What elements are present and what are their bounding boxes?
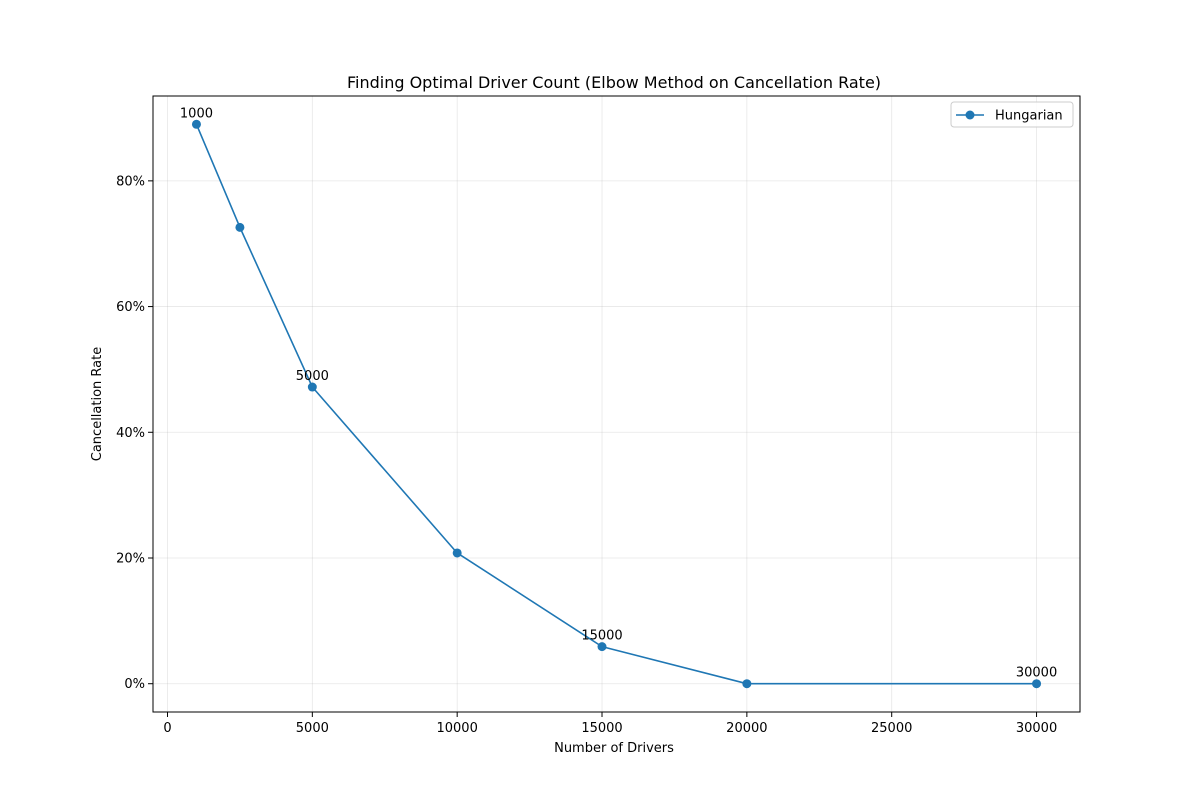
chart-title: Finding Optimal Driver Count (Elbow Meth… (347, 73, 881, 92)
point-label: 1000 (180, 106, 213, 121)
data-point (235, 222, 245, 232)
y-tick-label: 60% (116, 300, 145, 315)
y-tick-label: 20% (116, 552, 145, 567)
x-tick-label: 30000 (1016, 721, 1057, 736)
grid-lines (153, 96, 1080, 712)
data-point (742, 679, 752, 689)
legend-entry-hungarian: Hungarian (995, 109, 1063, 124)
x-axis-ticks: 0 5000 10000 15000 20000 25000 30000 (163, 712, 1057, 736)
x-tick-label: 5000 (296, 721, 329, 736)
data-point (307, 382, 317, 392)
x-tick-label: 25000 (871, 721, 912, 736)
legend-box (950, 101, 1074, 128)
x-tick-label: 0 (163, 721, 171, 736)
data-point (597, 642, 607, 652)
point-annotations: 1000 5000 15000 30000 (180, 106, 1057, 680)
y-tick-label: 80% (116, 174, 145, 189)
point-label: 30000 (1016, 666, 1057, 681)
plot-series (191, 119, 1042, 689)
x-tick-label: 10000 (436, 721, 477, 736)
y-axis-ticks: 0% 20% 40% 60% 80% (116, 174, 153, 692)
x-tick-label: 20000 (726, 721, 767, 736)
y-tick-label: 40% (116, 426, 145, 441)
data-point (1032, 679, 1042, 689)
y-axis-label: Cancellation Rate (90, 347, 105, 461)
point-label: 15000 (581, 629, 622, 644)
data-point (452, 548, 462, 558)
data-point (191, 119, 201, 129)
x-axis-label: Number of Drivers (554, 741, 674, 756)
legend: Hungarian (950, 101, 1074, 128)
y-tick-label: 0% (124, 677, 145, 692)
legend-marker-swatch (965, 110, 975, 120)
axes-frame (152, 95, 1081, 713)
point-label: 5000 (296, 369, 329, 384)
x-tick-label: 15000 (581, 721, 622, 736)
